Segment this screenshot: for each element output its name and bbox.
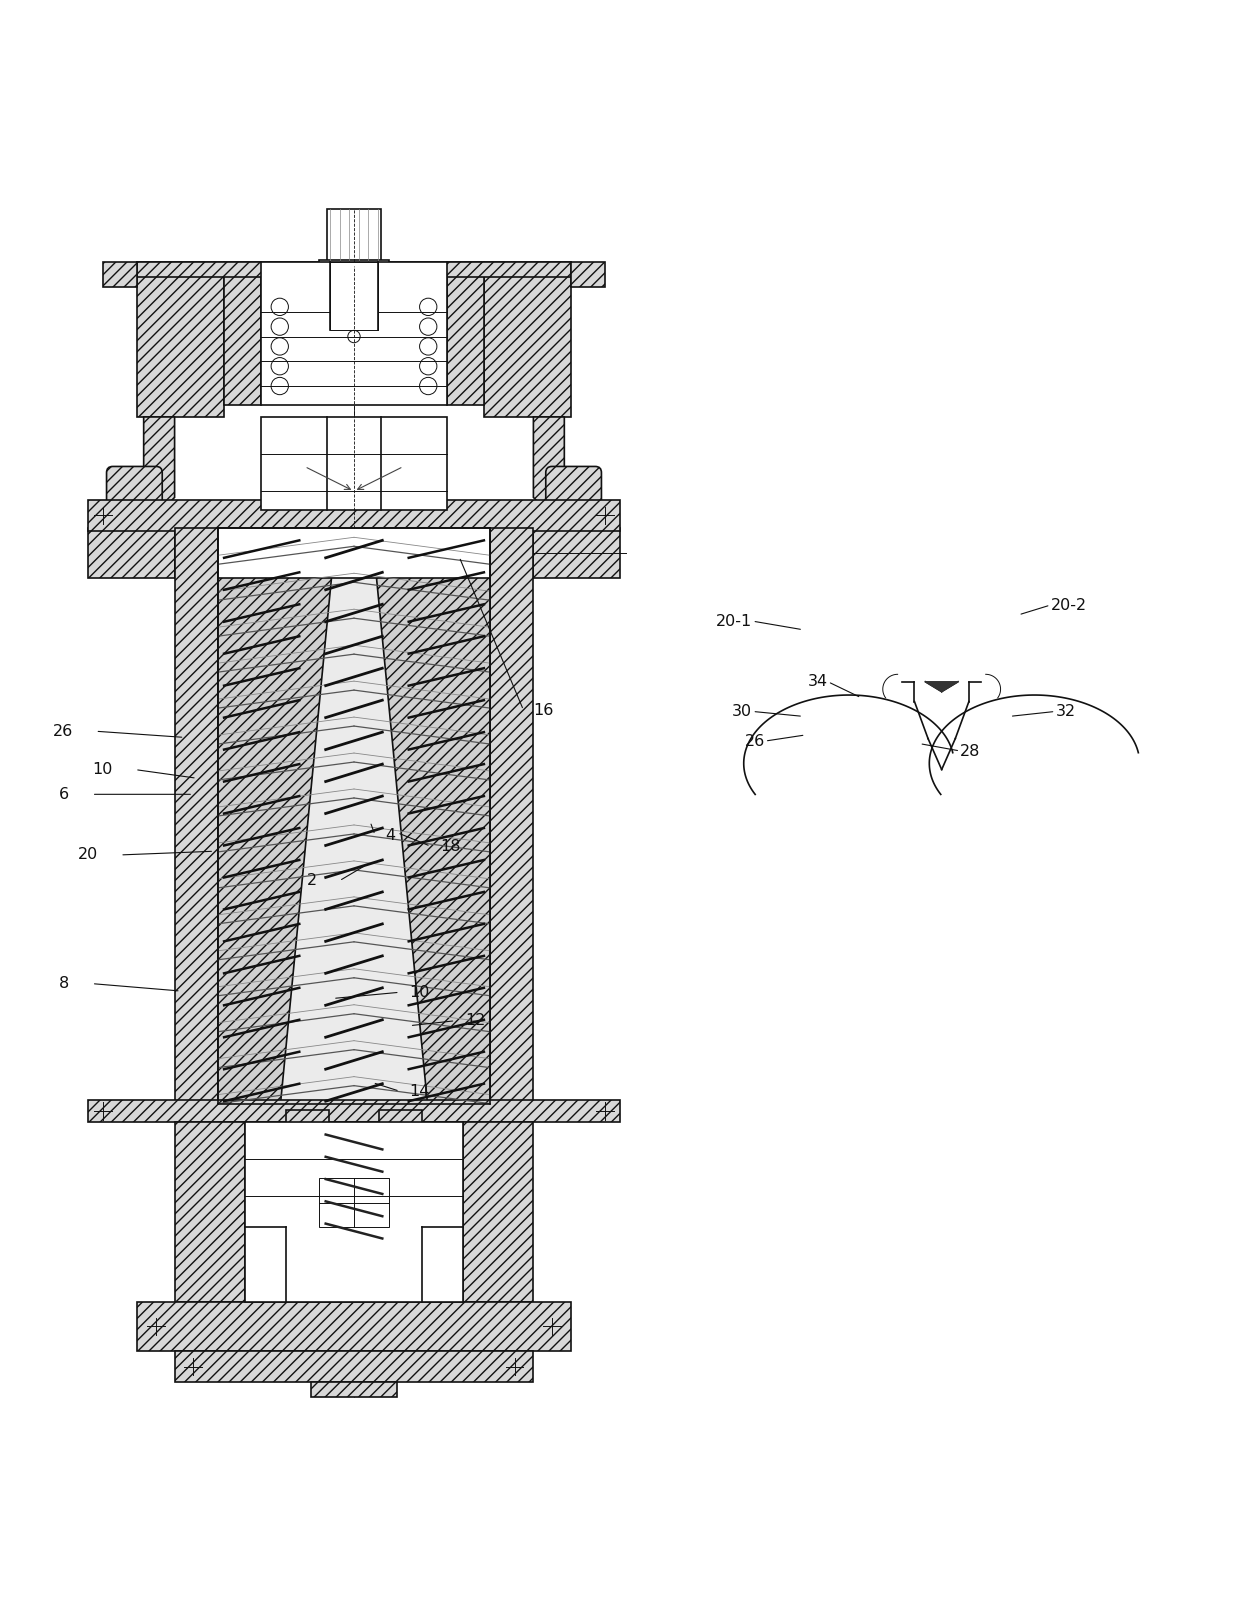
Bar	[175, 1351, 533, 1382]
Bar	[446, 263, 484, 405]
Bar	[218, 528, 490, 1103]
Text: 6: 6	[60, 786, 69, 802]
Bar	[570, 263, 605, 287]
Bar	[88, 1100, 620, 1122]
Text: 20: 20	[78, 847, 98, 863]
Bar	[533, 528, 620, 578]
Bar	[138, 263, 570, 277]
Text: 26: 26	[53, 724, 73, 738]
Text: 4: 4	[384, 828, 396, 842]
Text: 20-1: 20-1	[717, 613, 753, 629]
Bar	[246, 1122, 463, 1302]
Bar	[103, 263, 138, 287]
Bar	[88, 528, 175, 578]
Polygon shape	[144, 416, 175, 528]
Text: 30: 30	[733, 704, 753, 719]
Polygon shape	[372, 528, 490, 1103]
Bar	[224, 263, 262, 405]
Text: 10: 10	[409, 985, 430, 999]
Polygon shape	[484, 263, 570, 416]
Bar	[175, 528, 218, 578]
Text: 34: 34	[807, 674, 828, 688]
Text: 12: 12	[465, 1013, 486, 1028]
Polygon shape	[533, 416, 564, 528]
Bar	[319, 259, 389, 272]
Polygon shape	[138, 263, 224, 416]
Bar	[378, 1109, 422, 1302]
FancyBboxPatch shape	[107, 466, 162, 541]
Bar	[286, 1109, 330, 1302]
Bar	[490, 528, 533, 1103]
Text: 8: 8	[60, 977, 69, 991]
Bar	[262, 416, 446, 509]
Bar	[320, 1178, 388, 1228]
Text: 28: 28	[960, 743, 981, 759]
Bar	[327, 210, 381, 266]
Bar	[218, 528, 490, 578]
Bar	[138, 1302, 570, 1351]
Text: 26: 26	[744, 733, 765, 749]
Text: 2: 2	[306, 874, 317, 889]
Text: 18: 18	[440, 839, 461, 853]
Polygon shape	[218, 528, 336, 1103]
Bar	[330, 263, 378, 330]
Polygon shape	[925, 682, 959, 692]
Text: 10: 10	[92, 762, 113, 776]
FancyBboxPatch shape	[546, 466, 601, 541]
Text: 32: 32	[1055, 704, 1075, 719]
Text: 14: 14	[409, 1084, 430, 1098]
Bar	[490, 528, 533, 578]
Bar	[175, 1122, 246, 1302]
Bar	[311, 1382, 397, 1396]
Bar	[463, 1122, 533, 1302]
Text: 16: 16	[533, 703, 554, 717]
Bar	[262, 263, 446, 405]
Bar	[175, 528, 218, 1103]
Bar	[88, 500, 620, 532]
Text: 20-2: 20-2	[1050, 597, 1086, 613]
